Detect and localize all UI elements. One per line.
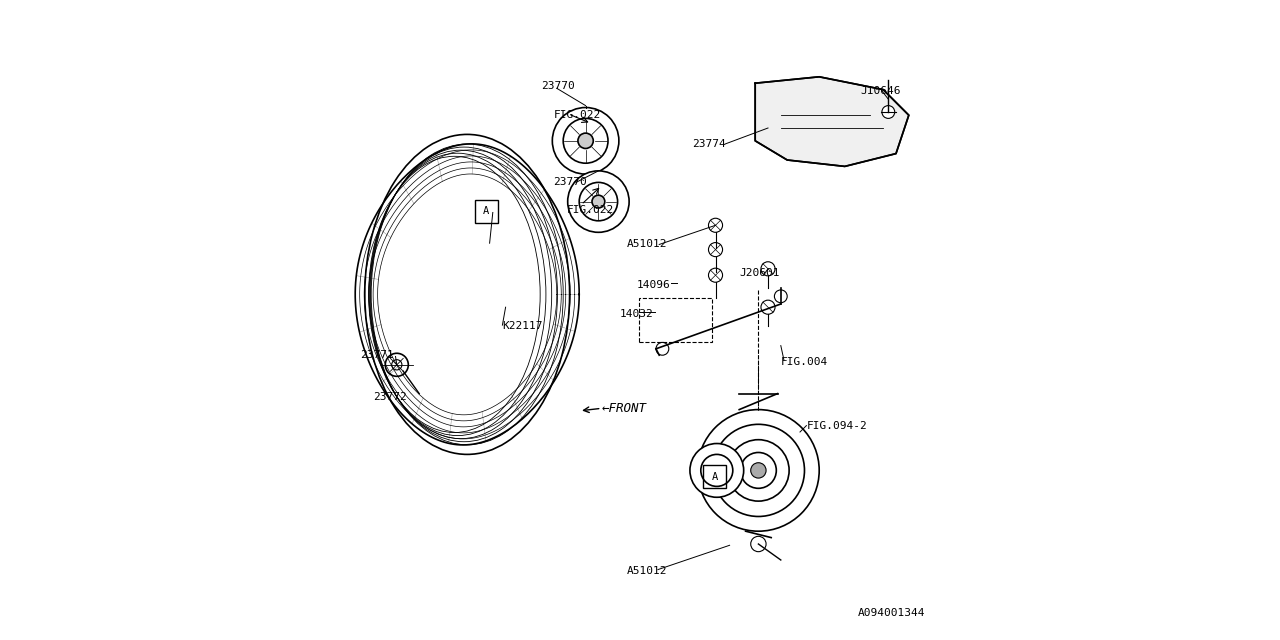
Text: FIG.004: FIG.004 [781,356,828,367]
Circle shape [713,424,805,516]
Text: 14096: 14096 [637,280,671,290]
Text: 23771: 23771 [361,350,394,360]
Bar [704,465,727,488]
Text: FIG.022: FIG.022 [566,205,613,215]
Circle shape [728,440,790,501]
Text: 14032: 14032 [620,308,653,319]
Circle shape [751,463,765,478]
Text: A51012: A51012 [627,566,668,576]
Polygon shape [755,77,909,166]
Text: ←FRONT: ←FRONT [602,402,646,415]
Circle shape [579,133,593,148]
Text: 23774: 23774 [692,139,726,149]
Circle shape [563,118,608,163]
Circle shape [709,243,722,257]
Bar [639,298,713,342]
Circle shape [657,342,669,355]
Circle shape [760,300,776,314]
Circle shape [760,262,776,276]
Circle shape [568,171,630,232]
Text: FIG.094-2: FIG.094-2 [806,420,867,431]
Circle shape [751,536,765,552]
Circle shape [882,106,895,118]
Circle shape [690,444,744,497]
Circle shape [392,360,402,370]
Text: FIG.022: FIG.022 [554,110,600,120]
Circle shape [741,452,777,488]
Text: J10646: J10646 [860,86,901,96]
Text: 23770: 23770 [540,81,575,92]
Circle shape [553,108,618,174]
Circle shape [701,454,733,486]
Circle shape [709,218,722,232]
Text: A094001344: A094001344 [858,608,924,618]
Circle shape [579,182,618,221]
Circle shape [385,353,408,376]
Bar [475,200,498,223]
Text: 23772: 23772 [374,392,407,402]
Text: 23770: 23770 [554,177,588,188]
Text: A: A [712,472,718,482]
Text: J20601: J20601 [740,268,780,278]
Circle shape [774,290,787,303]
Text: A51012: A51012 [627,239,668,250]
Circle shape [591,195,604,208]
Circle shape [709,268,722,282]
Circle shape [698,410,819,531]
Text: K22117: K22117 [502,321,543,332]
Text: A: A [484,206,489,216]
